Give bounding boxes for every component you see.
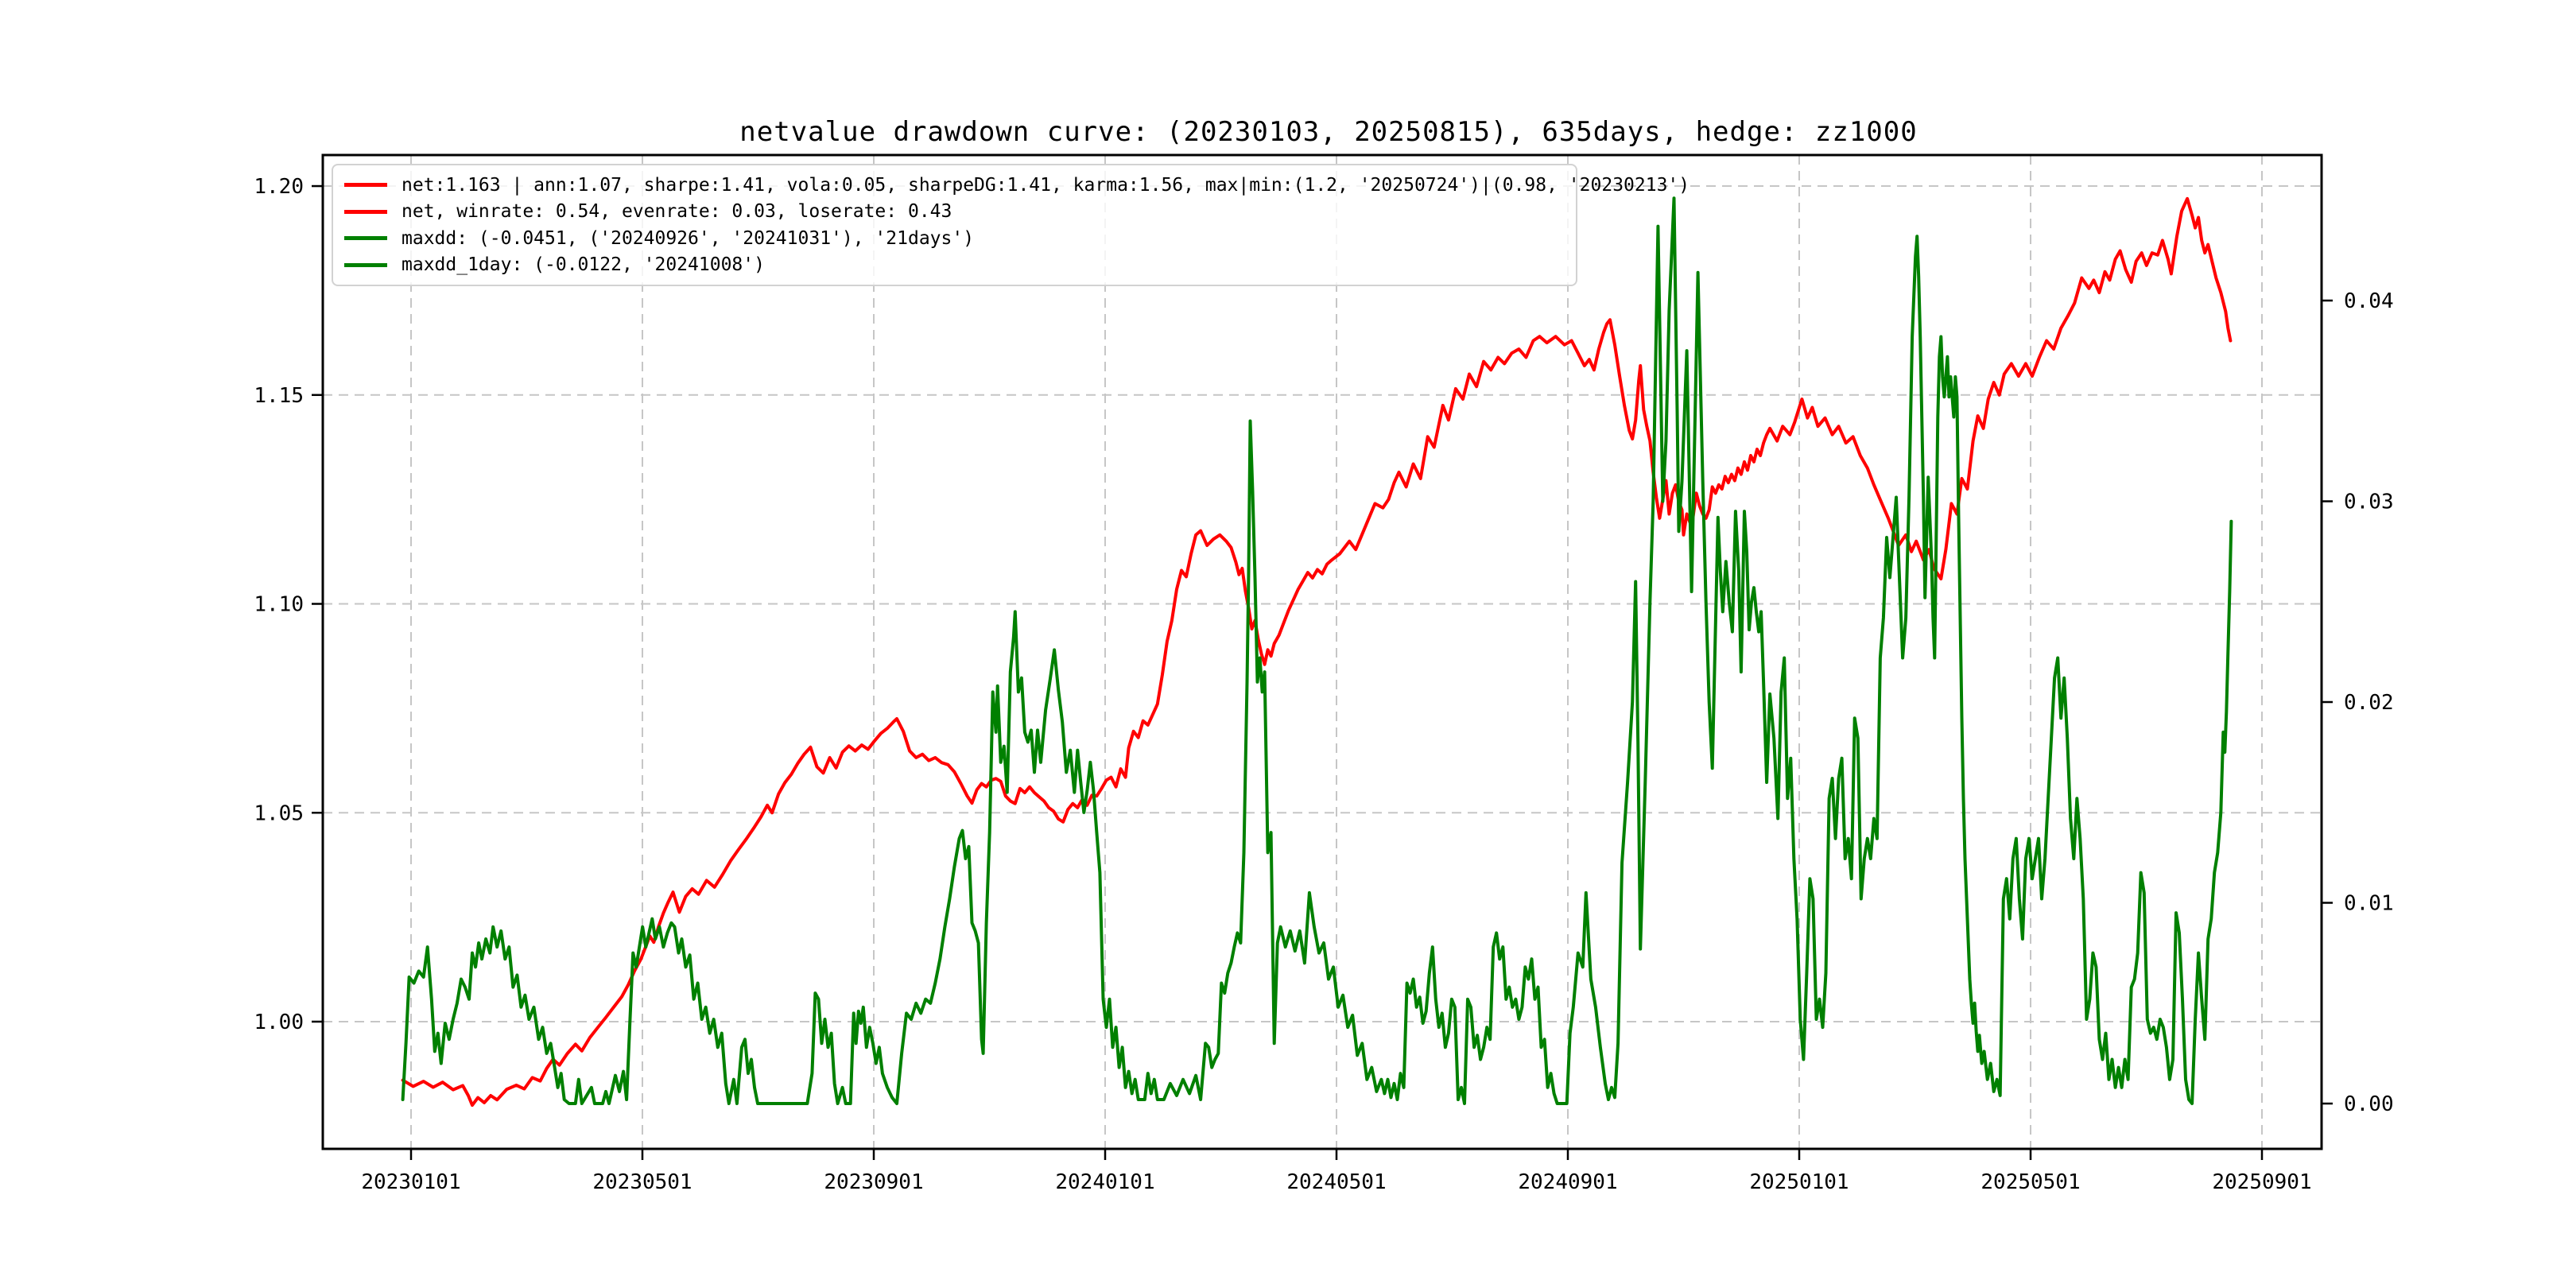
y-tick-label-right: 0.03 [2344, 491, 2394, 514]
y-tick-label-left: 1.00 [254, 1011, 304, 1034]
y-tick-label-right: 0.01 [2344, 892, 2394, 916]
y-tick-label-right: 0.02 [2344, 691, 2394, 715]
legend-item: maxdd_1day: (-0.0122, '20241008') [344, 252, 1568, 277]
legend: net:1.163 | ann:1.07, sharpe:1.41, vola:… [332, 164, 1690, 286]
chart-title: netvalue drawdown curve: (20230103, 2025… [739, 116, 1918, 148]
plot-border [321, 153, 2323, 1150]
legend-line-icon [344, 209, 387, 214]
x-tick-label: 20230501 [592, 1170, 692, 1194]
y-tick-label-left: 1.05 [254, 801, 304, 825]
legend-item-label: net:1.163 | ann:1.07, sharpe:1.41, vola:… [402, 174, 1690, 196]
x-tick-label: 20240501 [1286, 1170, 1386, 1194]
y-tick-label-right: 0.04 [2344, 289, 2394, 313]
legend-line-icon [344, 236, 387, 241]
y-tick-label-left: 1.20 [254, 175, 304, 199]
y-tick-label-right: 0.00 [2344, 1092, 2394, 1116]
legend-item: net, winrate: 0.54, evenrate: 0.03, lose… [344, 199, 1568, 224]
legend-item: net:1.163 | ann:1.07, sharpe:1.41, vola:… [344, 173, 1690, 198]
x-tick-label: 20240101 [1055, 1170, 1154, 1194]
x-tick-label: 20250101 [1749, 1170, 1849, 1194]
x-tick-label: 20240901 [1518, 1170, 1617, 1194]
series-maxdd-line [401, 196, 2233, 1105]
x-tick-label: 20250901 [2212, 1170, 2311, 1194]
x-tick-label: 20230101 [361, 1170, 460, 1194]
legend-item: maxdd: (-0.0451, ('20240926', '20241031'… [344, 226, 1568, 251]
legend-item-label: maxdd: (-0.0451, ('20240926', '20241031'… [402, 227, 975, 249]
legend-item-label: maxdd_1day: (-0.0122, '20241008') [402, 254, 765, 276]
series-net-line [401, 196, 2233, 1108]
x-tick-label: 20250501 [1980, 1170, 2080, 1194]
y-tick-label-left: 1.15 [254, 384, 304, 408]
x-tick-label: 20230901 [824, 1170, 923, 1194]
y-tick-label-left: 1.10 [254, 593, 304, 617]
legend-line-icon [344, 262, 387, 267]
legend-line-icon [344, 183, 387, 188]
legend-item-label: net, winrate: 0.54, evenrate: 0.03, lose… [402, 201, 952, 223]
